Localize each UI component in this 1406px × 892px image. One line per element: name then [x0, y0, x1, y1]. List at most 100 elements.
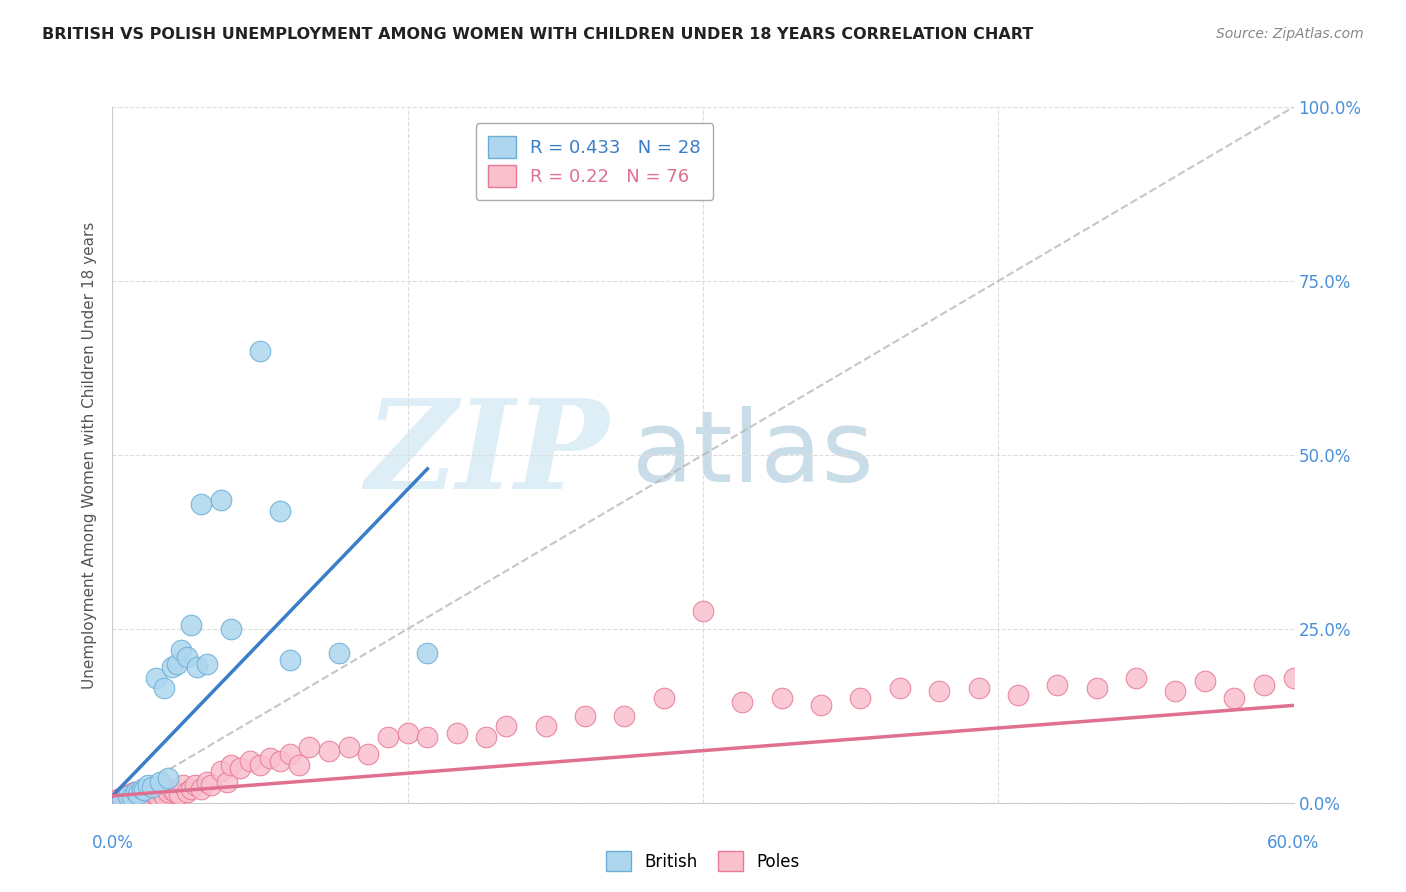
Point: [152, 681, 174, 695]
Point: [239, 754, 262, 768]
Point: [357, 747, 380, 761]
Point: [195, 657, 218, 671]
Point: [132, 783, 155, 797]
Point: [145, 781, 167, 796]
Point: [298, 740, 321, 755]
Point: [145, 671, 167, 685]
Point: [125, 785, 148, 799]
Point: [184, 778, 207, 792]
Point: [135, 789, 157, 803]
Point: [200, 778, 222, 792]
Point: [1125, 671, 1147, 685]
Point: [176, 649, 198, 664]
Point: [176, 785, 198, 799]
Point: [180, 781, 202, 796]
Point: [127, 788, 149, 802]
Point: [186, 660, 208, 674]
Text: 0.0%: 0.0%: [91, 834, 134, 852]
Point: [1253, 677, 1275, 691]
Point: [180, 618, 202, 632]
Point: [1282, 671, 1305, 685]
Point: [318, 744, 340, 758]
Point: [278, 747, 301, 761]
Point: [142, 788, 165, 802]
Point: [1223, 691, 1246, 706]
Point: [127, 790, 149, 805]
Point: [190, 497, 212, 511]
Point: [215, 775, 238, 789]
Point: [475, 730, 498, 744]
Point: [249, 343, 271, 358]
Point: [131, 785, 153, 799]
Point: [269, 754, 291, 768]
Point: [574, 708, 596, 723]
Point: [219, 622, 242, 636]
Point: [111, 792, 134, 806]
Point: [156, 772, 179, 786]
Point: [149, 775, 172, 789]
Point: [190, 781, 212, 796]
Point: [1164, 684, 1187, 698]
Point: [160, 660, 183, 674]
Point: [122, 785, 145, 799]
Point: [156, 785, 179, 799]
Point: [337, 740, 360, 755]
Point: [150, 785, 173, 799]
Point: [166, 657, 188, 671]
Point: [115, 789, 138, 803]
Point: [169, 788, 191, 802]
Point: [129, 789, 152, 803]
Point: [259, 750, 281, 764]
Point: [731, 695, 754, 709]
Text: Source: ZipAtlas.com: Source: ZipAtlas.com: [1216, 27, 1364, 41]
Point: [770, 691, 793, 706]
Point: [121, 790, 143, 805]
Point: [377, 730, 399, 744]
Legend: British, Poles: British, Poles: [600, 845, 806, 878]
Text: ZIP: ZIP: [364, 394, 609, 516]
Point: [249, 757, 271, 772]
Point: [928, 684, 950, 698]
Point: [121, 789, 143, 803]
Point: [152, 789, 174, 803]
Point: [1046, 677, 1069, 691]
Point: [967, 681, 990, 695]
Text: atlas: atlas: [633, 407, 873, 503]
Point: [155, 781, 177, 796]
Point: [613, 708, 636, 723]
Point: [1085, 681, 1108, 695]
Point: [328, 646, 350, 660]
Point: [141, 780, 163, 795]
Point: [416, 646, 439, 660]
Point: [131, 781, 153, 796]
Point: [416, 730, 439, 744]
Point: [219, 757, 242, 772]
Point: [141, 785, 163, 799]
Point: [136, 783, 159, 797]
Point: [1194, 674, 1216, 689]
Point: [889, 681, 911, 695]
Point: [396, 726, 419, 740]
Point: [112, 791, 135, 805]
Point: [534, 719, 557, 733]
Point: [446, 726, 468, 740]
Y-axis label: Unemployment Among Women with Children Under 18 years: Unemployment Among Women with Children U…: [82, 221, 97, 689]
Point: [1007, 688, 1029, 702]
Point: [229, 761, 252, 775]
Text: BRITISH VS POLISH UNEMPLOYMENT AMONG WOMEN WITH CHILDREN UNDER 18 YEARS CORRELAT: BRITISH VS POLISH UNEMPLOYMENT AMONG WOM…: [42, 27, 1033, 42]
Point: [165, 785, 187, 799]
Point: [139, 790, 162, 805]
Point: [269, 503, 291, 517]
Text: 60.0%: 60.0%: [1267, 834, 1320, 852]
Point: [160, 783, 183, 797]
Point: [149, 783, 172, 797]
Point: [125, 788, 148, 802]
Point: [107, 792, 129, 806]
Point: [849, 691, 872, 706]
Point: [120, 788, 142, 802]
Point: [652, 691, 675, 706]
Point: [209, 764, 232, 779]
Point: [117, 790, 139, 805]
Point: [136, 778, 159, 792]
Point: [170, 642, 193, 657]
